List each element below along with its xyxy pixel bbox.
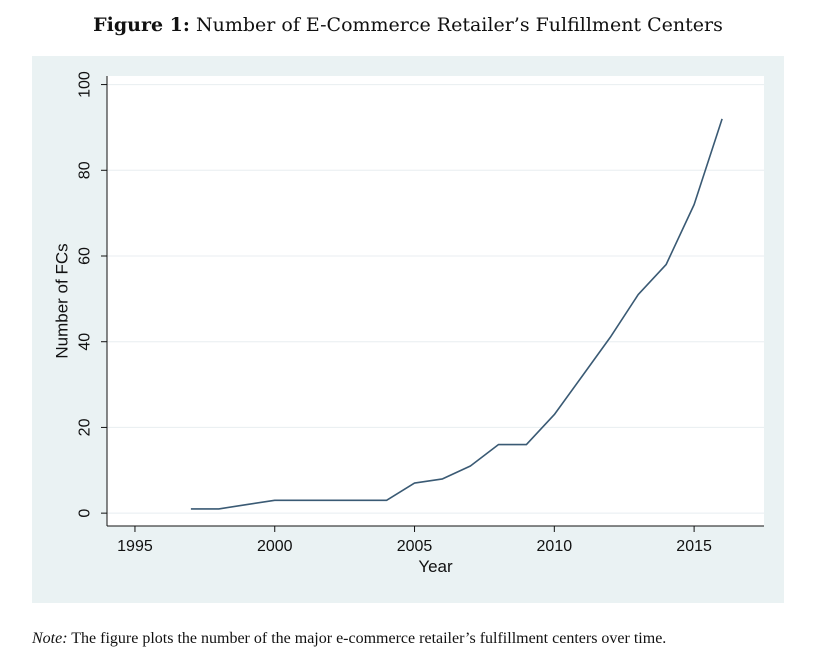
x-tick-label: 1995 (117, 538, 153, 555)
chart-panel: 0 20 40 60 80 100 1995 2000 2005 2010 2015 Year Numb… (32, 56, 784, 603)
y-tick-label: 100 (77, 71, 94, 98)
y-tick-label: 60 (77, 247, 94, 265)
x-axis-title: Year (418, 557, 453, 576)
note-label: Note: (32, 630, 68, 647)
x-tick-label: 2010 (537, 538, 573, 555)
line-chart: 0 20 40 60 80 100 1995 2000 2005 2010 2015 Year Numb… (53, 71, 764, 576)
x-tick-label: 2000 (257, 538, 293, 555)
figure-caption: Figure 1: Number of E-Commerce Retailer’… (0, 14, 816, 36)
note-text: The figure plots the number of the major… (71, 630, 667, 647)
plot-area (107, 76, 764, 526)
figure-title: Number of E-Commerce Retailer’s Fulfillm… (195, 14, 723, 36)
y-tick-label: 0 (77, 509, 94, 518)
y-tick-label: 40 (77, 333, 94, 351)
x-tick-label: 2005 (397, 538, 433, 555)
y-axis-title: Number of FCs (53, 243, 72, 358)
figure-label: Figure 1: (93, 14, 190, 36)
series-line (190, 118, 723, 510)
x-tick-label: 2015 (676, 538, 712, 555)
y-tick-label: 20 (77, 418, 94, 436)
figure-note: Note: The figure plots the number of the… (32, 630, 792, 648)
y-tick-label: 80 (77, 161, 94, 179)
